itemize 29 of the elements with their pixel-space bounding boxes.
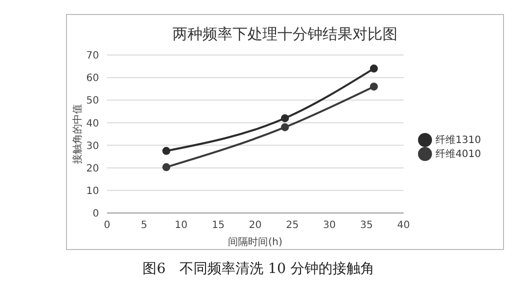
y-tick-label: 40 bbox=[86, 118, 99, 130]
point bbox=[370, 64, 378, 73]
x-tick-label: 5 bbox=[140, 220, 148, 232]
point bbox=[370, 82, 378, 91]
point bbox=[280, 114, 289, 122]
y-tick-label: 20 bbox=[86, 163, 99, 174]
x-tick-label: 0 bbox=[104, 220, 110, 232]
y-tick-label: 30 bbox=[86, 140, 99, 152]
y-axis-title: 接触角的中值 bbox=[72, 104, 84, 164]
caption: 图6 不同频率清洗 10 分钟的接触角 bbox=[142, 260, 376, 278]
point bbox=[280, 123, 289, 132]
point bbox=[162, 146, 170, 155]
y-tick-label: 70 bbox=[86, 50, 99, 62]
x-tick-label: 20 bbox=[248, 220, 262, 232]
x-tick-label: 15 bbox=[212, 220, 225, 232]
chart-title: 两种频率下处理十分钟结果对比图 bbox=[172, 25, 398, 44]
y-tick-label: 60 bbox=[86, 73, 99, 84]
x-tick-label: 40 bbox=[397, 220, 410, 232]
y-tick-label: 10 bbox=[86, 186, 99, 197]
x-tick-label: 30 bbox=[323, 220, 336, 232]
x-axis-title: 间隔时间(h) bbox=[228, 236, 282, 248]
legend-label: 纤维4010 bbox=[436, 149, 481, 160]
y-tick-label: 0 bbox=[92, 208, 99, 220]
point bbox=[162, 163, 170, 172]
x-tick-label: 35 bbox=[360, 220, 373, 232]
legend-label: 纤维1310 bbox=[436, 134, 481, 146]
y-tick-label: 50 bbox=[86, 96, 99, 107]
x-tick-label: 10 bbox=[174, 220, 188, 232]
x-tick-label: 25 bbox=[286, 220, 299, 232]
